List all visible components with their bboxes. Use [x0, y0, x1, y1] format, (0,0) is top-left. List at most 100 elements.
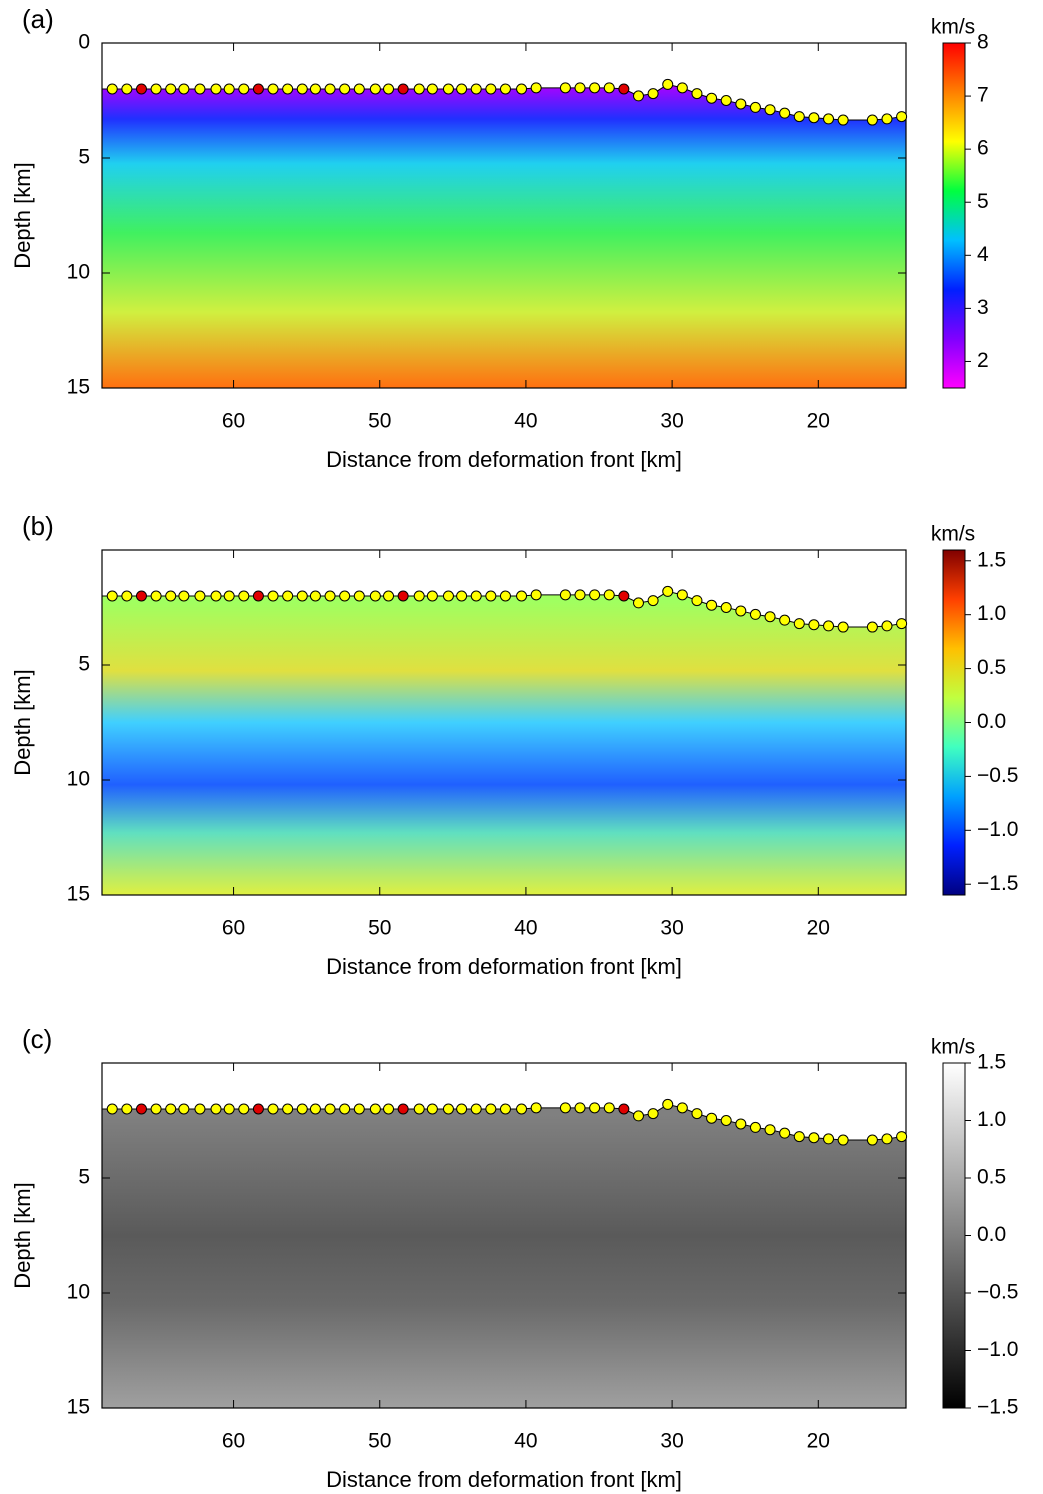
colorbar-tick-label: −1.5	[977, 872, 1018, 895]
station	[749, 1121, 761, 1133]
station	[223, 1103, 235, 1115]
colorbar-tick-label: 0.0	[977, 1223, 1006, 1246]
station	[559, 589, 571, 601]
station	[720, 602, 732, 613]
station	[456, 590, 468, 602]
station	[210, 1103, 222, 1115]
station	[530, 1102, 542, 1114]
station	[150, 590, 162, 602]
station	[618, 83, 630, 95]
station	[442, 83, 454, 95]
station	[866, 114, 878, 126]
station	[369, 1103, 381, 1115]
station	[324, 83, 336, 95]
station	[530, 589, 542, 601]
station	[720, 1115, 732, 1126]
y-tick-label: 15	[67, 1396, 90, 1419]
plot-frame	[101, 549, 907, 896]
station	[238, 1103, 250, 1115]
station	[574, 1102, 586, 1114]
station	[896, 1131, 908, 1143]
y-tick-label: 0	[78, 31, 90, 54]
station	[499, 590, 511, 602]
station	[779, 614, 791, 626]
station	[779, 1127, 791, 1139]
colorbar-tick-label: 0.5	[977, 656, 1006, 679]
station	[530, 82, 542, 94]
station	[194, 83, 206, 95]
x-tick-label: 30	[660, 410, 683, 433]
x-tick-label: 30	[660, 1430, 683, 1453]
water-column	[101, 42, 907, 121]
panel-label: (c)	[22, 1024, 52, 1054]
station	[764, 1124, 776, 1136]
station	[632, 1110, 644, 1122]
station	[559, 1102, 571, 1114]
station	[456, 83, 468, 95]
colorbar-tick-label: −1.0	[977, 1338, 1018, 1361]
y-axis-label: Depth [km]	[10, 1182, 35, 1288]
station	[210, 83, 222, 95]
station	[178, 83, 190, 95]
station	[896, 618, 908, 630]
panel-label: (b)	[22, 511, 54, 541]
station	[223, 590, 235, 602]
colorbar-tick-label: −1.5	[977, 1396, 1018, 1419]
colorbar	[942, 1062, 966, 1409]
station	[764, 104, 776, 116]
colorbar-tick-label: 1.0	[977, 602, 1006, 625]
x-axis-label: Distance from deformation front [km]	[326, 954, 682, 979]
x-tick-label: 60	[222, 1430, 245, 1453]
station	[589, 82, 601, 94]
station	[603, 82, 615, 94]
station	[632, 597, 644, 609]
x-tick-label: 50	[368, 410, 391, 433]
station	[618, 590, 630, 602]
water-column	[101, 549, 907, 628]
y-tick-label: 5	[78, 1166, 90, 1189]
station	[296, 1103, 308, 1115]
colorbar-tick-label: 1.0	[977, 1108, 1006, 1131]
station	[691, 88, 703, 100]
station	[426, 83, 438, 95]
colorbar-tick-label: −0.5	[977, 764, 1018, 787]
colorbar	[942, 549, 966, 896]
station	[369, 590, 381, 602]
plot-frame	[101, 42, 907, 389]
station	[793, 111, 805, 123]
x-axis-label: Distance from deformation front [km]	[326, 447, 682, 472]
station	[823, 113, 835, 125]
station	[749, 101, 761, 113]
station	[470, 1103, 482, 1115]
station	[252, 1103, 264, 1115]
y-tick-label: 5	[78, 653, 90, 676]
station	[426, 1103, 438, 1115]
station	[470, 590, 482, 602]
station	[881, 1133, 893, 1145]
colorbar-tick-label: 0.5	[977, 1166, 1006, 1189]
x-axis-label: Distance from deformation front [km]	[326, 1467, 682, 1492]
station	[881, 113, 893, 125]
station	[413, 1103, 425, 1115]
station	[706, 92, 718, 104]
station	[135, 83, 147, 95]
colorbar-tick-label: 0.0	[977, 710, 1006, 733]
y-tick-label: 15	[67, 376, 90, 399]
station	[413, 83, 425, 95]
station	[135, 1103, 147, 1115]
colorbar-tick-label: 4	[977, 243, 989, 266]
station	[178, 1103, 190, 1115]
station	[223, 83, 235, 95]
station	[324, 590, 336, 602]
colorbar-tick-label: 3	[977, 296, 989, 319]
station	[662, 78, 674, 90]
station	[720, 95, 732, 106]
station	[896, 111, 908, 123]
station	[589, 589, 601, 601]
station	[442, 590, 454, 602]
station	[676, 1102, 688, 1114]
station	[194, 1103, 206, 1115]
station	[309, 590, 321, 602]
station	[485, 1103, 497, 1115]
colorbar-tick-label: 2	[977, 349, 989, 372]
